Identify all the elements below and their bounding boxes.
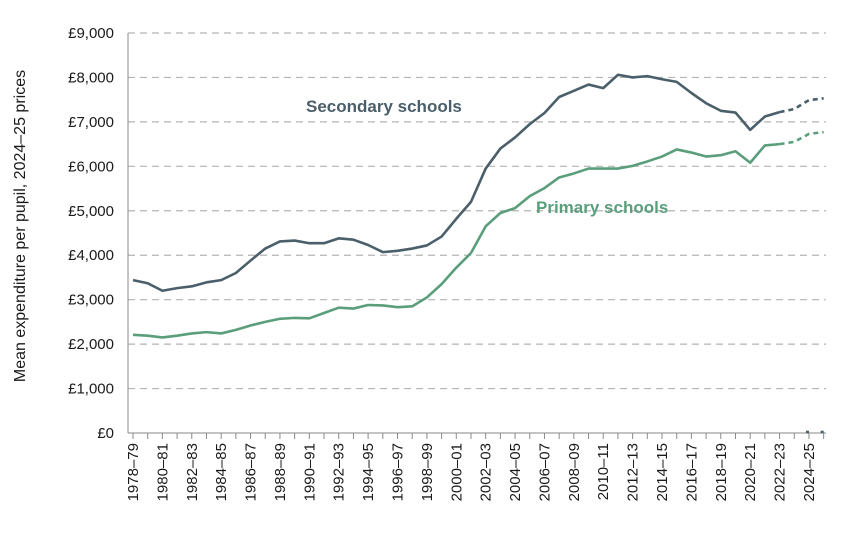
primary-schools-line [132,142,780,339]
y-tick-label: £9,000 [68,25,114,42]
series-layer [132,73,827,434]
x-tick-label: 2010–11 [595,443,612,500]
x-tick-label: 1978–79 [125,443,142,501]
x-tick-label: 2020–21 [742,443,759,501]
x-tick-label: 2012–13 [625,443,642,501]
x-tick-label: 1988–89 [272,443,289,501]
x-tick-label: 2002–03 [478,443,495,501]
x-tick-label: 1982–83 [184,443,201,501]
x-tick-label: 2014–15 [654,443,671,501]
x-tick-label: 2016–17 [683,443,700,501]
secondary-schools-label: Secondary schools [306,97,462,116]
x-tick-label: 2000–01 [448,443,465,501]
y-axis-title: Mean expenditure per pupil, 2024–25 pric… [12,70,29,382]
primary-schools-projection-line [779,130,824,146]
x-tick-label: 1992–93 [331,443,348,501]
x-axis: 1978–79 1980–81 1982–83 1984–85 1986–87 1988–… [125,432,826,501]
y-tick-label: £6,000 [68,158,114,175]
x-tick-label: 2018–19 [713,443,730,501]
y-tick-label: £1,000 [68,381,114,398]
x-tick-label: 2006–07 [536,443,553,501]
x-tick-label: 1998–99 [419,443,436,501]
secondary-schools-projection-line [779,97,824,114]
gridlines [128,32,826,390]
x-tick-label: 1980–81 [154,443,171,501]
y-tick-label: £7,000 [68,114,114,131]
x-tick-label: 1994–95 [360,443,377,501]
x-tick-label: 1986–87 [243,443,260,501]
primary-schools-label: Primary schools [536,198,668,217]
x-tick-label: 1990–91 [301,443,318,501]
x-tick-label: 2024–25 [801,443,818,501]
x-tick-label: 2008–09 [566,443,583,501]
x-tick-label: 2004–05 [507,443,524,501]
y-tick-label: £3,000 [68,292,114,309]
y-axis: £0 £1,000 £2,000 £3,000 £4,000 £5,000 £6,000 £7… [68,25,129,442]
y-tick-label: £4,000 [68,247,114,264]
y-tick-label: £0 [97,425,114,442]
y-tick-label: £5,000 [68,203,114,220]
y-tick-label: £2,000 [68,336,114,353]
x-tick-label: 2022–23 [772,443,789,501]
secondary-schools-line [132,73,780,293]
y-tick-label: £8,000 [68,69,114,86]
x-tick-label: 1984–85 [213,443,230,501]
x-tick-label: 1996–97 [390,443,407,501]
